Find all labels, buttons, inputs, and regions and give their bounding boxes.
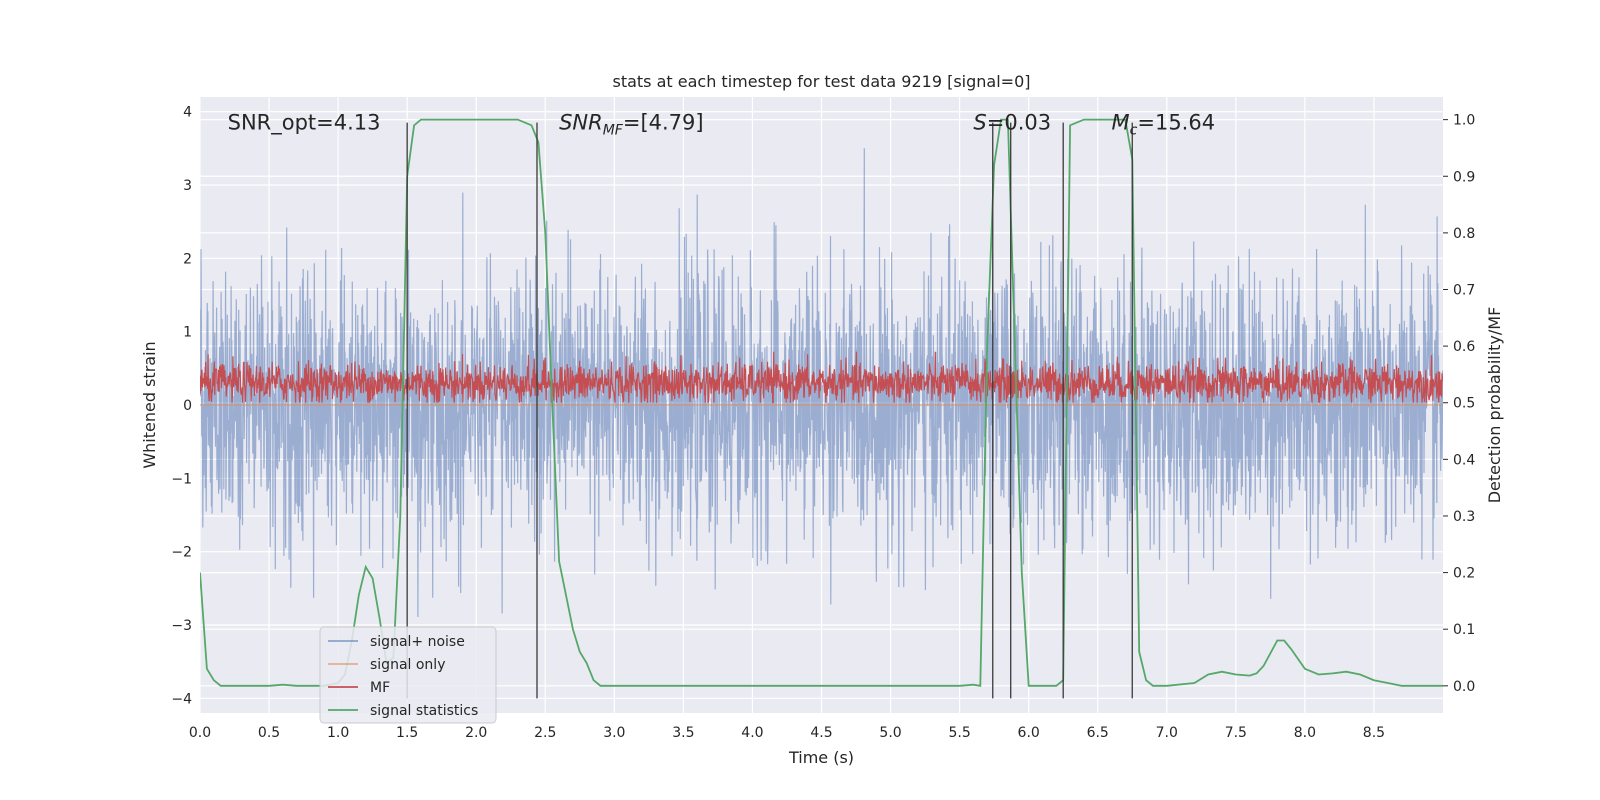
x-tick-label: 1.0 xyxy=(327,725,349,741)
y-tick-label: 4 xyxy=(183,105,192,121)
y-right-tick-label: 0.9 xyxy=(1453,169,1475,185)
series-signal-statistics-line xyxy=(200,118,1443,687)
y-axis-label: Whitened strain xyxy=(140,341,159,468)
y-tick-label: −4 xyxy=(171,691,192,707)
x-axis-label: Time (s) xyxy=(788,748,854,767)
x-tick-label: 3.0 xyxy=(603,725,625,741)
annotation-snr-opt: SNR_opt=4.13 xyxy=(228,111,381,136)
x-tick-label: 7.5 xyxy=(1225,725,1247,741)
y-right-tick-label: 0.3 xyxy=(1453,509,1475,525)
y-right-tick-label: 0.8 xyxy=(1453,226,1475,242)
y-tick-label: 2 xyxy=(183,251,192,267)
y-right-tick-label: 0.1 xyxy=(1453,622,1475,638)
x-tick-label: 8.0 xyxy=(1294,725,1316,741)
y-tick-label: −2 xyxy=(171,545,192,561)
x-tick-label: 8.5 xyxy=(1363,725,1385,741)
legend-entry: signal+ noise xyxy=(370,634,465,650)
y-right-tick-label: 0.4 xyxy=(1453,452,1475,468)
legend-entry: signal only xyxy=(370,657,445,673)
annotations: SNR_opt=4.13 SNRMF=[4.79] S=0.03 Mc=15.64 xyxy=(228,111,1215,139)
x-tick-label: 2.5 xyxy=(534,725,556,741)
x-tick-label: 0.5 xyxy=(258,725,280,741)
annotation-mc: Mc=15.64 xyxy=(1112,111,1216,139)
annotation-snr-mf: SNRMF=[4.79] xyxy=(559,111,704,139)
chart-title: stats at each timestep for test data 921… xyxy=(612,72,1030,91)
y-tick-label: 3 xyxy=(183,178,192,194)
tick-labels: 0.0 0.5 1.0 1.5 2.0 2.5 3.0 3.5 4.0 4.5 5.0 5.5 6.0 6… xyxy=(171,105,1475,741)
y-axis-right-label: Detection probability/MF xyxy=(1485,307,1504,504)
y-tick-label: −3 xyxy=(171,618,192,634)
y-right-tick-label: 0.7 xyxy=(1453,283,1475,299)
legend-entry: MF xyxy=(370,680,390,696)
annotation-s: S=0.03 xyxy=(973,111,1051,135)
y-right-tick-label: 0.0 xyxy=(1453,679,1475,695)
x-tick-label: 5.5 xyxy=(948,725,970,741)
x-tick-label: 2.0 xyxy=(465,725,487,741)
x-tick-label: 7.0 xyxy=(1156,725,1178,741)
x-tick-label: 0.0 xyxy=(189,725,211,741)
vertical-markers xyxy=(406,122,1133,699)
x-tick-label: 3.5 xyxy=(672,725,694,741)
x-tick-label: 1.5 xyxy=(396,725,418,741)
legend: signal+ noise signal only MF signal statist… xyxy=(319,626,497,724)
y-right-tick-label: 0.2 xyxy=(1453,566,1475,582)
legend-box xyxy=(319,626,497,724)
legend-entry: signal statistics xyxy=(370,703,478,719)
y-tick-label: 0 xyxy=(183,398,192,414)
x-tick-label: 6.5 xyxy=(1087,725,1109,741)
x-tick-label: 6.0 xyxy=(1018,725,1040,741)
y-right-tick-label: 0.5 xyxy=(1453,396,1475,412)
x-tick-label: 4.5 xyxy=(810,725,832,741)
y-right-tick-label: 0.6 xyxy=(1453,339,1475,355)
y-tick-label: 1 xyxy=(183,325,192,341)
y-right-tick-label: 1.0 xyxy=(1453,113,1475,129)
x-tick-label: 5.0 xyxy=(879,725,901,741)
x-tick-label: 4.0 xyxy=(741,725,763,741)
y-tick-label: −1 xyxy=(171,471,192,487)
